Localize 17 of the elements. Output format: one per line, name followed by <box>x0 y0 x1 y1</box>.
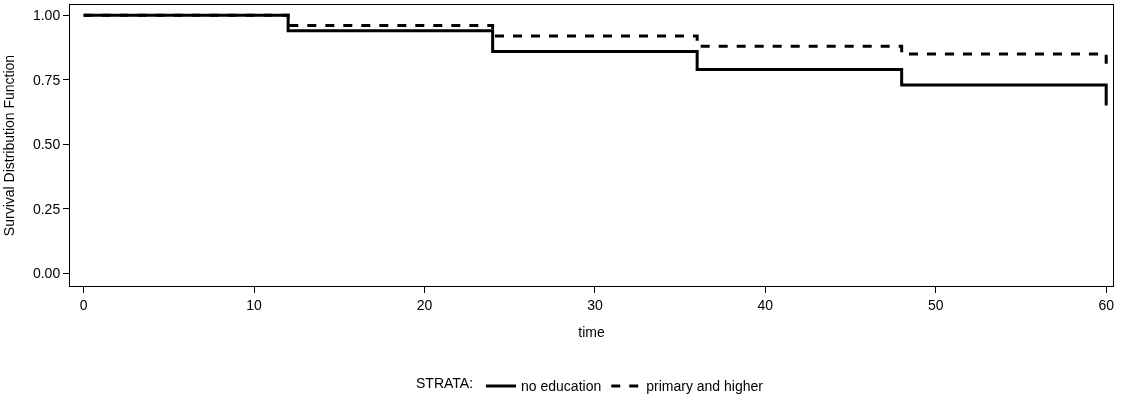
x-tick-label: 60 <box>1098 296 1115 313</box>
y-tick-label: 0.75 <box>32 71 61 88</box>
y-tick-label: 0.25 <box>32 200 61 217</box>
legend-label: primary and higher <box>646 378 764 395</box>
y-tick-label: 1.00 <box>32 7 61 24</box>
x-tick-label: 30 <box>587 296 603 313</box>
y-axis-title: Survival Distribution Function <box>0 54 17 237</box>
x-axis-title: time <box>578 324 605 341</box>
legend-title: STRATA: <box>416 375 474 392</box>
x-tick-label: 20 <box>416 296 433 313</box>
y-tick-label: 0.00 <box>32 265 61 282</box>
x-tick-label: 10 <box>246 296 263 313</box>
x-tick-label: 40 <box>757 296 774 313</box>
x-tick-label: 0 <box>79 296 88 313</box>
y-tick-label: 0.50 <box>32 136 61 153</box>
x-tick-label: 50 <box>927 296 944 313</box>
legend-label: no education <box>521 378 602 395</box>
